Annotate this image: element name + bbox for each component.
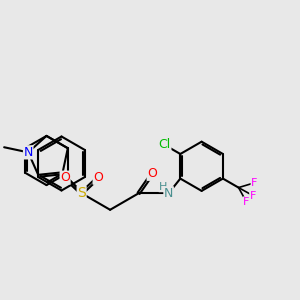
Text: F: F: [251, 178, 257, 188]
Text: F: F: [243, 197, 250, 207]
Text: O: O: [93, 171, 103, 184]
Text: N: N: [23, 146, 33, 159]
Text: S: S: [77, 186, 86, 200]
Text: N: N: [164, 187, 173, 200]
Text: H: H: [159, 182, 167, 192]
Text: F: F: [250, 190, 256, 201]
Text: O: O: [60, 171, 70, 184]
Text: O: O: [147, 167, 157, 180]
Text: Cl: Cl: [159, 139, 171, 152]
